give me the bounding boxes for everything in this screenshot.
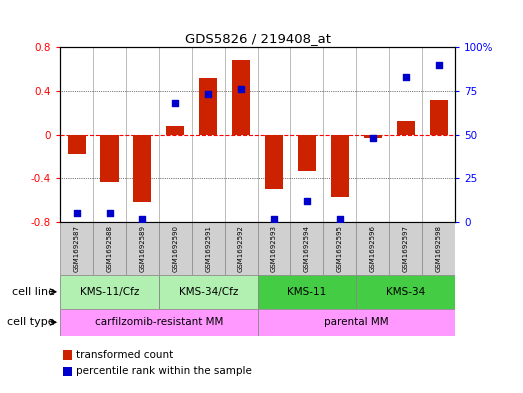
Bar: [356, 275, 455, 309]
Bar: [67, 134, 86, 154]
Point: [204, 91, 212, 97]
Bar: [429, 100, 448, 134]
Bar: [257, 309, 455, 336]
Bar: [396, 121, 415, 134]
Text: GSM1692588: GSM1692588: [107, 225, 112, 272]
Text: KMS-11/Cfz: KMS-11/Cfz: [80, 287, 139, 297]
Bar: [298, 134, 316, 171]
Point: [138, 215, 146, 222]
Bar: [166, 126, 185, 134]
Bar: [60, 275, 159, 309]
Bar: [133, 134, 152, 202]
Point: [237, 86, 245, 92]
Text: GSM1692596: GSM1692596: [370, 225, 376, 272]
Point: [303, 198, 311, 204]
Bar: [159, 275, 257, 309]
Bar: [100, 134, 119, 182]
Bar: [422, 222, 455, 275]
Bar: [257, 222, 290, 275]
Bar: [356, 222, 389, 275]
Text: cell line: cell line: [12, 287, 55, 297]
Text: KMS-34/Cfz: KMS-34/Cfz: [178, 287, 238, 297]
Point: [105, 210, 113, 217]
Bar: [290, 222, 323, 275]
Bar: [93, 222, 126, 275]
Text: GSM1692593: GSM1692593: [271, 225, 277, 272]
Bar: [199, 78, 217, 134]
Text: cell type: cell type: [7, 317, 55, 327]
Text: GSM1692598: GSM1692598: [436, 225, 441, 272]
Text: GSM1692594: GSM1692594: [304, 225, 310, 272]
Bar: [225, 222, 257, 275]
Point: [402, 74, 410, 80]
Text: GSM1692587: GSM1692587: [74, 225, 79, 272]
Bar: [265, 134, 283, 189]
Text: GSM1692592: GSM1692592: [238, 225, 244, 272]
Bar: [363, 134, 382, 138]
Text: carfilzomib-resistant MM: carfilzomib-resistant MM: [95, 317, 223, 327]
Bar: [323, 222, 356, 275]
Bar: [389, 222, 422, 275]
Bar: [60, 222, 93, 275]
Text: parental MM: parental MM: [324, 317, 389, 327]
Point: [336, 215, 344, 222]
Point: [369, 135, 377, 141]
Text: GSM1692597: GSM1692597: [403, 225, 408, 272]
Text: GSM1692589: GSM1692589: [140, 225, 145, 272]
Bar: [159, 222, 192, 275]
Title: GDS5826 / 219408_at: GDS5826 / 219408_at: [185, 31, 331, 44]
Text: GSM1692590: GSM1692590: [172, 225, 178, 272]
Bar: [257, 275, 356, 309]
Text: percentile rank within the sample: percentile rank within the sample: [76, 366, 252, 376]
Bar: [192, 222, 225, 275]
Point: [270, 215, 278, 222]
Text: KMS-11: KMS-11: [287, 287, 326, 297]
Bar: [126, 222, 159, 275]
Bar: [232, 60, 250, 134]
Bar: [331, 134, 349, 197]
Point: [171, 100, 179, 106]
Text: GSM1692595: GSM1692595: [337, 225, 343, 272]
Text: KMS-34: KMS-34: [386, 287, 425, 297]
Point: [435, 61, 443, 68]
Bar: [60, 309, 257, 336]
Text: GSM1692591: GSM1692591: [205, 225, 211, 272]
Text: transformed count: transformed count: [76, 350, 174, 360]
Point: [72, 210, 81, 217]
